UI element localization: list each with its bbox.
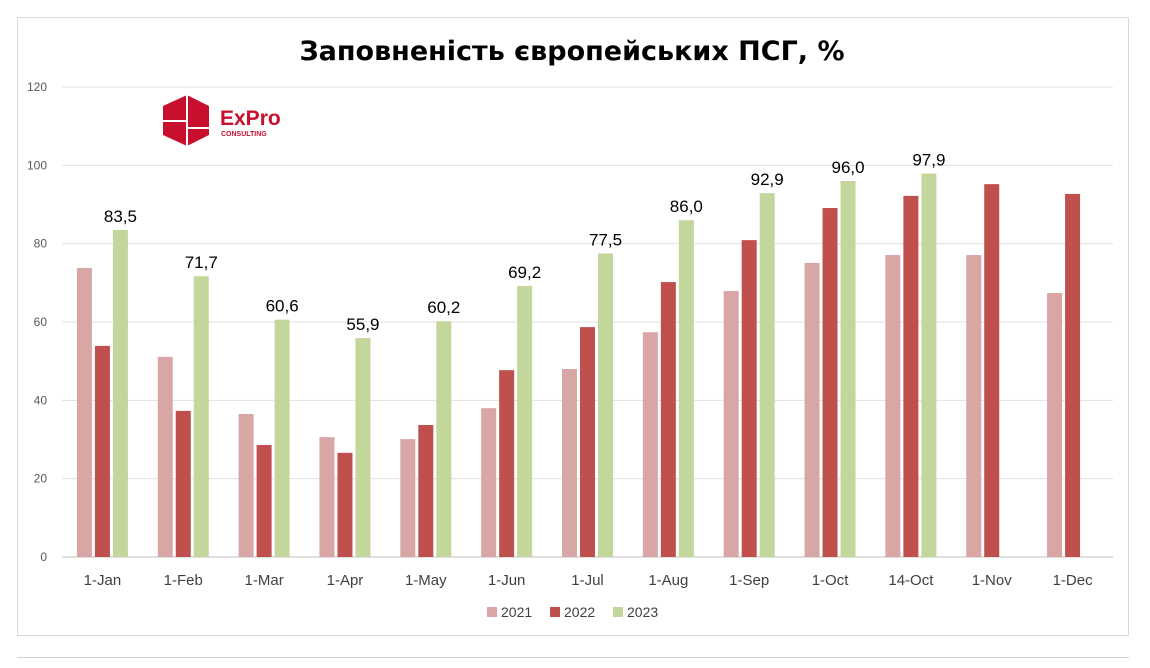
bar-2021 [319, 437, 335, 557]
legend-swatch-2023 [613, 607, 623, 617]
bar-2021 [723, 291, 739, 557]
data-label: 92,9 [751, 170, 784, 189]
data-label: 69,2 [508, 263, 541, 282]
y-tick-label: 100 [27, 158, 47, 172]
bar-2023 [517, 285, 533, 557]
bar-2022 [822, 208, 838, 557]
x-tick-label: 1-Jun [488, 572, 526, 589]
divider [17, 657, 1129, 658]
bar-2021 [1047, 293, 1063, 557]
chart-frame [17, 17, 1129, 636]
bar-2022 [903, 195, 919, 557]
x-tick-label: 1-Mar [245, 572, 284, 589]
legend-label-2022: 2022 [564, 604, 595, 620]
data-label: 55,9 [346, 315, 379, 334]
data-label: 77,5 [589, 230, 622, 249]
bar-2021 [400, 439, 416, 557]
x-tick-label: 1-Apr [327, 572, 364, 589]
x-tick-label: 1-Sep [729, 572, 769, 589]
x-tick-label: 1-Dec [1053, 572, 1094, 589]
data-label: 60,2 [427, 298, 460, 317]
x-tick-label: 1-May [405, 572, 447, 589]
bar-2021 [804, 262, 820, 557]
x-tick-label: 1-Jul [571, 572, 604, 589]
bar-2022 [984, 184, 1000, 557]
bar-2022 [94, 345, 110, 557]
bar-2023 [355, 338, 371, 557]
bar-2021 [76, 267, 92, 557]
data-label: 71,7 [185, 253, 218, 272]
data-label: 96,0 [831, 158, 864, 177]
legend-label-2023: 2023 [627, 604, 658, 620]
x-tick-label: 1-Oct [812, 572, 850, 589]
legend-swatch-2021 [487, 607, 497, 617]
bar-2021 [966, 255, 982, 557]
logo-sub: CONSULTING [221, 131, 267, 138]
y-tick-label: 0 [40, 550, 47, 564]
bar-2022 [660, 282, 676, 557]
x-tick-label: 1-Jan [84, 572, 122, 589]
bar-2023 [436, 321, 452, 557]
bar-2023 [678, 220, 694, 557]
bar-2022 [741, 240, 757, 557]
bar-2022 [418, 425, 434, 557]
bar-2023 [193, 276, 209, 557]
bar-2023 [112, 229, 128, 558]
bar-2021 [885, 255, 901, 557]
data-label: 86,0 [670, 197, 703, 216]
x-tick-label: 1-Feb [164, 572, 203, 589]
bar-2021 [642, 332, 658, 557]
bar-2021 [238, 414, 254, 557]
y-tick-label: 80 [34, 237, 48, 251]
bar-2023 [274, 319, 290, 557]
bar-2022 [337, 452, 353, 557]
bar-2022 [175, 410, 191, 557]
data-label: 97,9 [912, 151, 945, 170]
bar-2022 [499, 370, 515, 557]
bar-2022 [580, 327, 595, 557]
legend-swatch-2022 [550, 607, 560, 617]
x-tick-label: 14-Oct [888, 572, 934, 589]
y-tick-label: 60 [34, 315, 48, 329]
data-label: 83,5 [104, 207, 137, 226]
bar-2023 [759, 193, 775, 557]
y-tick-label: 120 [27, 80, 47, 94]
bar-2023 [840, 181, 856, 557]
chart-title: Заповненість європейських ПСГ, % [299, 36, 844, 67]
bar-2021 [157, 356, 173, 557]
bar-2022 [256, 444, 272, 557]
legend-label-2021: 2021 [501, 604, 532, 620]
x-tick-label: 1-Nov [972, 572, 1013, 589]
x-tick-label: 1-Aug [648, 572, 688, 589]
bar-2023 [598, 253, 613, 558]
bar-2022 [1065, 193, 1081, 558]
data-label: 60,6 [266, 297, 299, 316]
y-tick-label: 40 [34, 393, 48, 407]
bar-2023 [921, 173, 937, 557]
bar-2021 [562, 369, 577, 557]
y-tick-label: 20 [34, 472, 48, 486]
expro-logo: ExPro CONSULTING [163, 95, 281, 146]
logo-name: ExPro [220, 107, 281, 130]
bar-2021 [481, 408, 497, 557]
